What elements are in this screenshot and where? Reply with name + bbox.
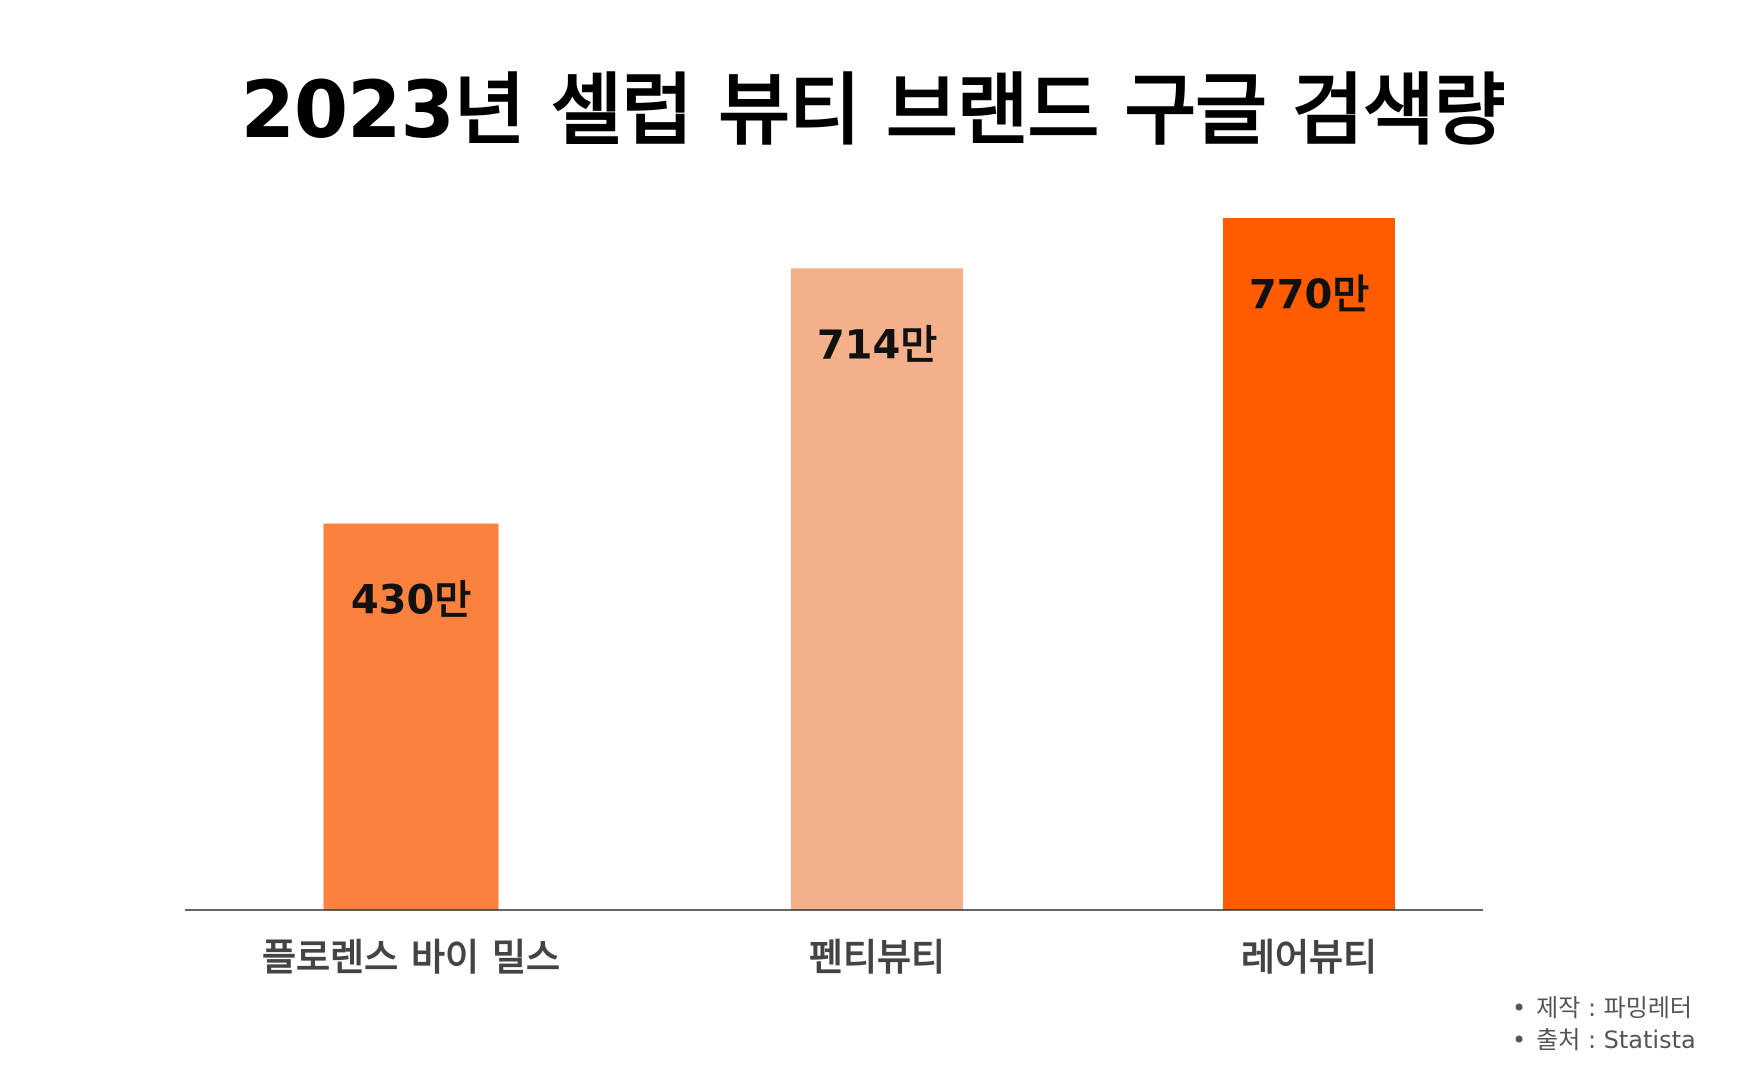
bar-1 xyxy=(323,523,499,910)
footnotes: • 제작 : 파밍레터 • 출처 : Statista xyxy=(1512,992,1696,1056)
footnote-maker-text: 제작 : 파밍레터 xyxy=(1536,994,1692,1022)
bar-value-label-1: 430만 xyxy=(351,578,471,624)
chart-title: 2023년 셀럽 뷰티 브랜드 구글 검색량 xyxy=(240,66,1506,156)
footnote-source: • 출처 : Statista xyxy=(1512,1026,1696,1054)
category-label-2: 펜티뷰티 xyxy=(809,936,945,979)
bar-2 xyxy=(791,268,963,910)
bar-value-label-3: 770만 xyxy=(1249,272,1369,318)
bar-value-label-2: 714만 xyxy=(817,322,937,368)
bar-3 xyxy=(1223,218,1395,910)
footnote-maker: • 제작 : 파밍레터 xyxy=(1512,994,1692,1022)
category-label-3: 레어뷰티 xyxy=(1241,936,1377,979)
footnote-source-text: 출처 : Statista xyxy=(1536,1026,1696,1054)
category-label-1: 플로렌스 바이 밀스 xyxy=(262,936,560,979)
